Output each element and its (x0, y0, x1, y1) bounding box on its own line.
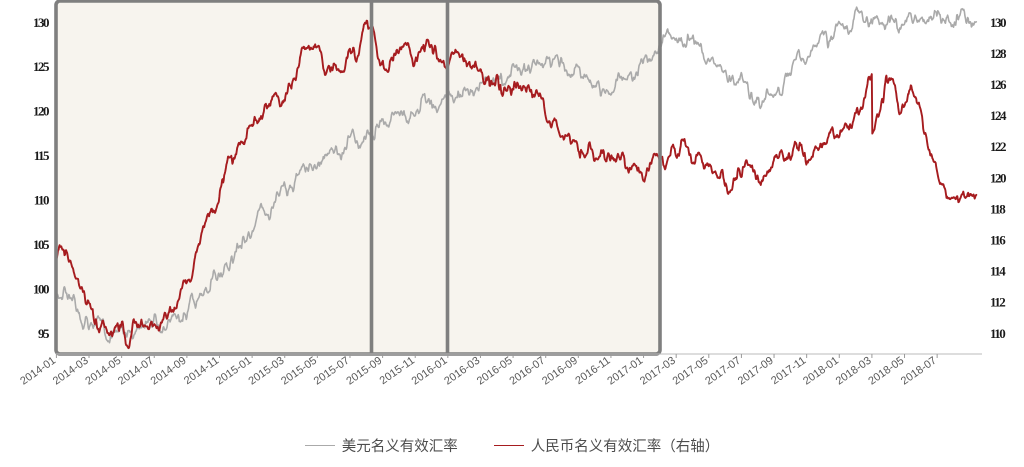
svg-text:110: 110 (34, 193, 49, 208)
svg-text:2014-05: 2014-05 (83, 355, 123, 388)
svg-text:2015-05: 2015-05 (279, 355, 319, 388)
svg-text:110: 110 (990, 326, 1005, 341)
svg-text:2016-09: 2016-09 (540, 355, 580, 388)
svg-text:2015-09: 2015-09 (344, 355, 384, 388)
svg-text:2017-01: 2017-01 (605, 355, 645, 388)
svg-text:2014-09: 2014-09 (149, 355, 189, 388)
svg-text:128: 128 (990, 46, 1007, 61)
svg-text:130: 130 (33, 15, 49, 30)
svg-text:2016-07: 2016-07 (507, 355, 547, 388)
svg-text:100: 100 (33, 281, 49, 296)
svg-text:118: 118 (990, 201, 1006, 216)
svg-text:2017-07: 2017-07 (703, 355, 743, 388)
svg-text:2015-01: 2015-01 (214, 355, 254, 388)
svg-text:2017-09: 2017-09 (736, 355, 776, 388)
svg-text:2017-05: 2017-05 (671, 355, 711, 388)
svg-text:105: 105 (33, 237, 50, 252)
svg-text:125: 125 (33, 59, 50, 74)
svg-text:116: 116 (990, 233, 1006, 248)
svg-text:124: 124 (990, 108, 1007, 123)
svg-text:126: 126 (990, 77, 1007, 92)
svg-text:130: 130 (990, 15, 1006, 30)
svg-text:2014-11: 2014-11 (182, 355, 221, 388)
svg-text:112: 112 (990, 295, 1005, 310)
svg-text:120: 120 (33, 104, 49, 119)
svg-text:2018-05: 2018-05 (866, 355, 906, 388)
svg-text:2018-07: 2018-07 (899, 355, 939, 388)
svg-text:2016-03: 2016-03 (442, 355, 482, 388)
svg-text:2014-01: 2014-01 (18, 355, 58, 388)
svg-text:2018-01: 2018-01 (801, 355, 841, 388)
svg-text:115: 115 (34, 148, 50, 163)
svg-text:122: 122 (990, 139, 1006, 154)
svg-text:2016-05: 2016-05 (475, 355, 515, 388)
svg-text:2015-11: 2015-11 (378, 355, 417, 388)
svg-text:2015-07: 2015-07 (312, 355, 352, 388)
svg-text:2016-11: 2016-11 (573, 355, 612, 388)
svg-text:2014-07: 2014-07 (116, 355, 156, 388)
svg-text:2014-03: 2014-03 (51, 355, 91, 388)
svg-text:2016-01: 2016-01 (410, 355, 450, 388)
svg-text:2017-11: 2017-11 (769, 355, 808, 388)
svg-text:95: 95 (38, 326, 50, 341)
svg-text:2015-03: 2015-03 (247, 355, 287, 388)
svg-text:2017-03: 2017-03 (638, 355, 678, 388)
svg-text:2018-03: 2018-03 (834, 355, 874, 388)
svg-text:114: 114 (990, 264, 1006, 279)
svg-text:120: 120 (990, 170, 1006, 185)
